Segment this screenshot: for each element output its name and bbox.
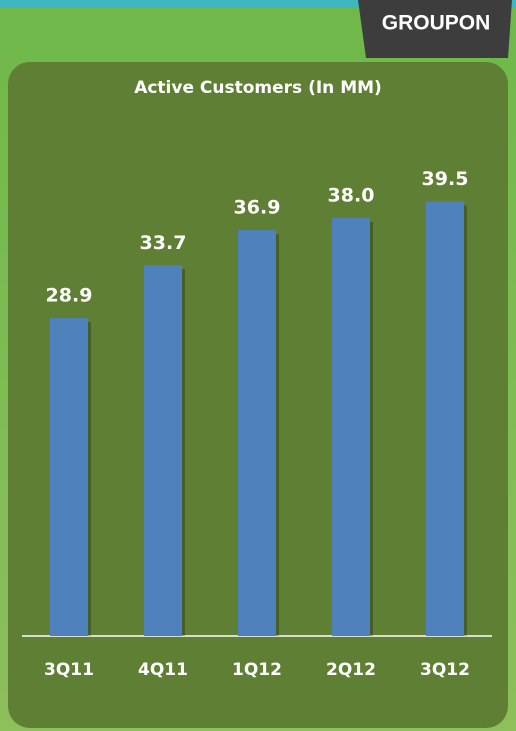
value-label: 33.7 xyxy=(140,232,187,254)
bar xyxy=(144,265,182,636)
bar xyxy=(50,318,88,636)
chart-title: Active Customers (In MM) xyxy=(134,78,382,98)
bar xyxy=(238,230,276,636)
bar xyxy=(332,218,370,636)
x-tick-label: 4Q11 xyxy=(138,660,188,680)
value-label: 28.9 xyxy=(46,285,93,307)
value-label: 39.5 xyxy=(422,168,469,190)
x-tick-label: 3Q11 xyxy=(44,660,94,680)
value-label: 36.9 xyxy=(234,197,281,219)
brand-logo: GROUPON xyxy=(382,12,491,35)
x-tick-label: 1Q12 xyxy=(232,660,282,680)
x-tick-label: 2Q12 xyxy=(326,660,376,680)
value-label: 38.0 xyxy=(328,185,375,207)
logo-badge xyxy=(358,0,512,58)
x-tick-label: 3Q12 xyxy=(420,660,470,680)
bar xyxy=(426,201,464,636)
top-strip xyxy=(0,0,516,8)
